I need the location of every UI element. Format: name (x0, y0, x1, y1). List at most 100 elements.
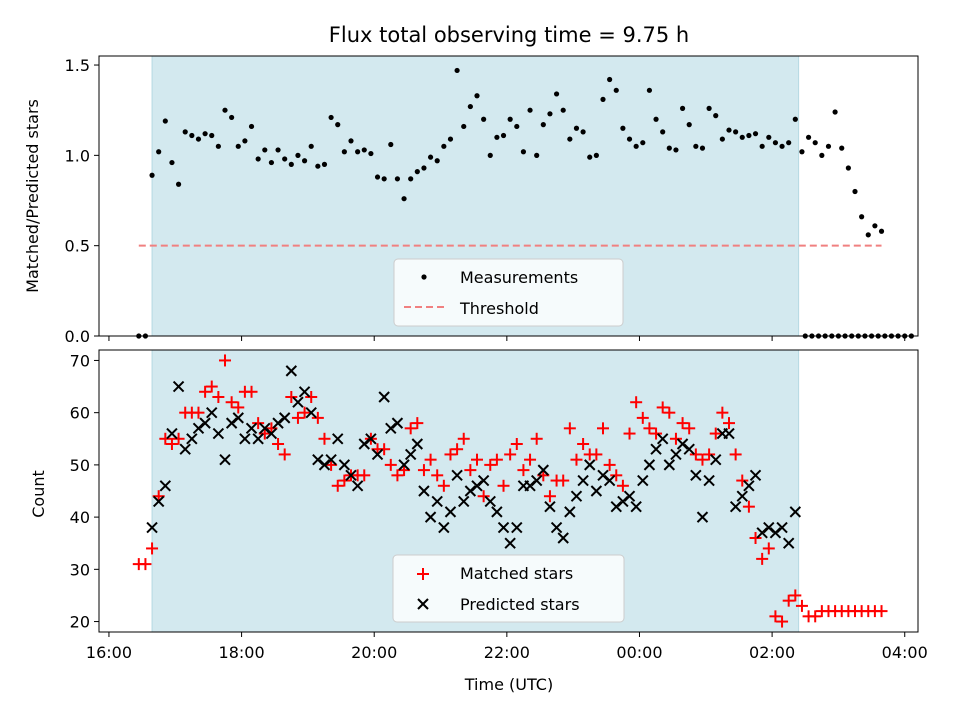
predicted-star-point (577, 474, 589, 487)
predicted-star-b (557, 532, 569, 544)
predicted-star-b (789, 506, 802, 518)
predicted-star-b (159, 480, 172, 492)
predicted-star-point (530, 474, 543, 487)
predicted-star-b (245, 422, 258, 435)
bottom-y-tick-label: 50 (70, 456, 90, 475)
predicted-star-point (278, 412, 291, 424)
predicted-star-b (179, 443, 191, 455)
measurement-point (229, 114, 235, 121)
measurement-point (759, 143, 765, 149)
measurement-point (341, 149, 347, 155)
legend-measurements-marker (421, 274, 427, 280)
measurement-point (355, 149, 361, 155)
legend-predicted-label: Predicted stars (460, 595, 580, 614)
matched-star-point (199, 385, 212, 398)
predicted-star-b (332, 433, 344, 445)
matched-star-point (431, 469, 444, 482)
measurement-point (315, 163, 321, 169)
measurement-point (461, 123, 467, 130)
predicted-star-b (544, 500, 556, 513)
predicted-star-b (729, 500, 742, 513)
matched-star-point (411, 417, 424, 430)
matched-star-point (742, 500, 755, 513)
matched-star-point (643, 422, 656, 435)
predicted-star-point (537, 464, 550, 476)
matched-star-point (451, 443, 464, 456)
measurement-point (507, 116, 513, 122)
predicted-star-b (285, 365, 298, 377)
measurement-point (580, 129, 586, 135)
matched-star-point (590, 448, 603, 461)
measurement-point (288, 161, 294, 167)
matched-star-point (490, 453, 503, 466)
measurement-point (215, 143, 221, 149)
predicted-star-point (265, 427, 278, 440)
predicted-star-point (338, 459, 351, 471)
predicted-star-b (491, 506, 503, 518)
measurement-point (321, 161, 328, 167)
measurement-point (600, 96, 606, 102)
matched-star-point (616, 479, 629, 492)
measurement-point (626, 136, 633, 142)
predicted-star-b (670, 448, 682, 461)
measurement-point (301, 158, 308, 164)
x-tick-label: 04:00 (882, 643, 928, 662)
predicted-star-point (477, 474, 490, 487)
matched-star-point (630, 396, 643, 409)
measurement-point (481, 116, 487, 122)
matched-star-point (656, 401, 669, 414)
matched-star-point (756, 552, 769, 565)
predicted-star-b (537, 464, 550, 476)
measurement-point (401, 196, 407, 202)
predicted-star-point (391, 417, 404, 429)
predicted-star-point (743, 480, 755, 492)
measurement-point (242, 138, 248, 144)
x-tick-label: 02:00 (749, 643, 795, 662)
legend-matched-label: Matched stars (460, 564, 573, 583)
measurement-point (766, 134, 772, 140)
measurement-point (673, 147, 679, 153)
matched-star-point (291, 411, 304, 424)
predicted-star-point (245, 422, 258, 435)
matched-star-point (776, 615, 789, 628)
measurement-point (560, 107, 566, 113)
measurement-point (162, 118, 168, 124)
matched-star-point (484, 458, 497, 471)
predicted-star-b (278, 412, 291, 424)
predicted-star-point (683, 443, 695, 455)
matched-star-point (444, 448, 457, 461)
predicted-star-b (305, 406, 317, 419)
matched-star-point (683, 422, 696, 435)
predicted-star-point (285, 365, 298, 377)
predicted-star-b (152, 495, 165, 508)
matched-star-point (504, 448, 517, 461)
predicted-star-point (650, 443, 662, 455)
measurement-point (421, 165, 427, 171)
matched-star-point (139, 558, 152, 571)
matched-star-point (557, 474, 570, 487)
matched-star-point (165, 438, 178, 450)
bottom-x-axis: 16:00 18:00 20:00 22:00 00:00 02:00 04:00 (86, 632, 928, 662)
matched-star-point (471, 453, 483, 466)
matched-star-point (464, 464, 477, 477)
matched-star-point (212, 391, 225, 403)
matched-star-point (159, 432, 172, 445)
top-legend: Measurements Threshold (393, 258, 624, 327)
measurement-point (859, 214, 865, 220)
predicted-star-b (338, 459, 351, 471)
predicted-star-b (776, 521, 788, 534)
matched-star-point (676, 417, 689, 430)
top-legend-box (393, 258, 624, 327)
bottom-panel: 20 30 40 50 60 70 16:00 18:00 20:00 22:00 00:00 02… (29, 349, 928, 694)
measurement-point (719, 136, 725, 142)
predicted-star-b (172, 380, 185, 393)
matched-star-point (689, 448, 702, 461)
predicted-star-b (749, 469, 762, 482)
matched-star-point (278, 448, 291, 461)
measurement-point (553, 91, 560, 97)
matched-star-point (603, 458, 616, 471)
measurement-point (660, 129, 666, 135)
measurement-point (746, 132, 752, 139)
predicted-star-point (239, 433, 251, 445)
predicted-star-b (623, 490, 636, 502)
